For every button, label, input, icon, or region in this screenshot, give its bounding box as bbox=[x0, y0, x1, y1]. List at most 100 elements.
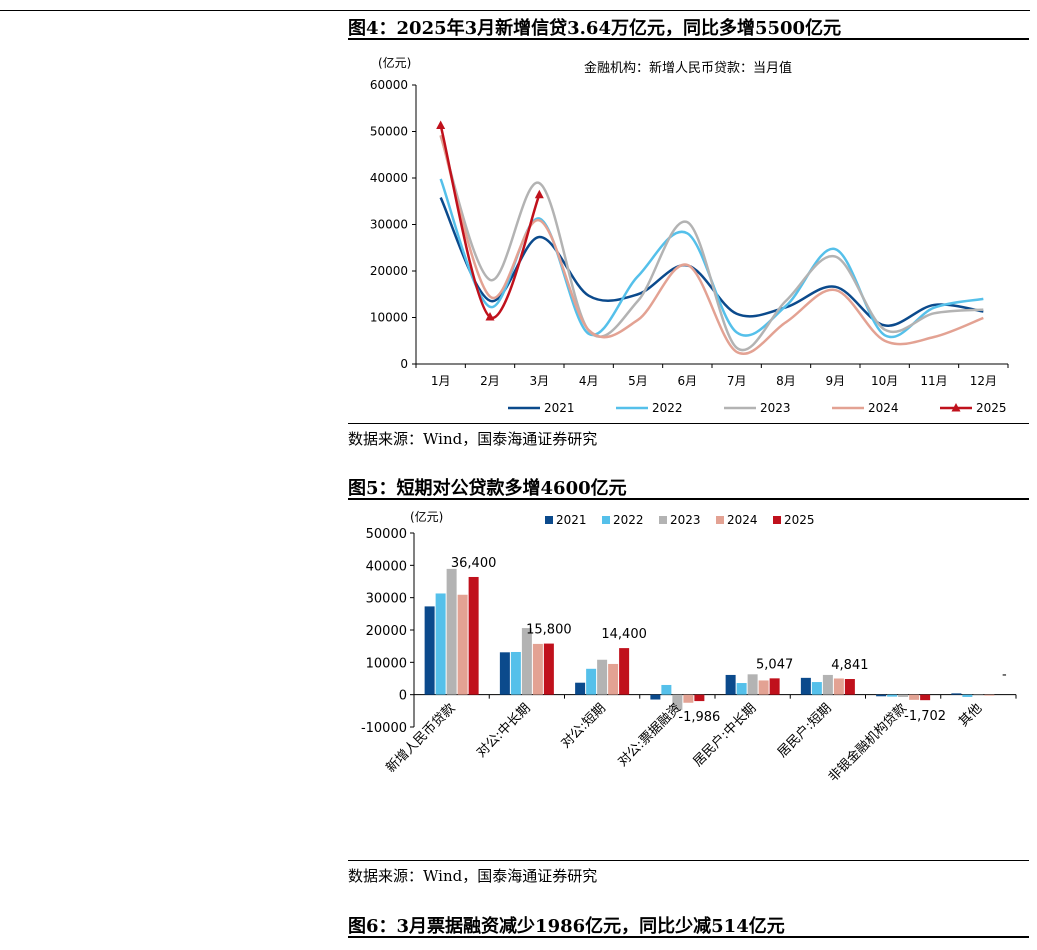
y-tick-label: 40000 bbox=[370, 171, 408, 185]
bar-2023 bbox=[973, 694, 984, 696]
data-point-marker bbox=[485, 312, 495, 321]
data-label: 4,841 bbox=[831, 658, 868, 673]
bar-2021 bbox=[424, 606, 435, 695]
figure-4-title-rule bbox=[348, 38, 1029, 40]
y-tick-label: 10000 bbox=[370, 311, 408, 325]
x-tick-label: 4月 bbox=[579, 374, 599, 388]
x-tick-label: 10月 bbox=[871, 374, 898, 388]
bar-2025 bbox=[694, 694, 705, 702]
x-tick-label: 对公:短期 bbox=[558, 701, 608, 751]
legend-label-2023: 2023 bbox=[670, 513, 701, 527]
bar-2025 bbox=[769, 678, 780, 695]
x-tick-label: 8月 bbox=[776, 374, 796, 388]
legend-swatch-2021 bbox=[545, 516, 553, 524]
x-tick-label: 3月 bbox=[530, 374, 550, 388]
y-tick-label: 50000 bbox=[366, 527, 407, 542]
bar-2022 bbox=[811, 682, 822, 695]
y-tick-label: 10000 bbox=[366, 656, 407, 671]
bar-2021 bbox=[876, 694, 887, 697]
line-chart: (亿元) 金融机构：新增人民币贷款：当月值 0 10000 20000 30000 4000… bbox=[370, 55, 1009, 415]
y-tick-label: 60000 bbox=[370, 78, 408, 92]
data-label: -1,986 bbox=[678, 710, 720, 725]
x-tick-label: 7月 bbox=[727, 374, 747, 388]
figure-4-title: 图4：2025年3月新增信贷3.64万亿元，同比多增5500亿元 bbox=[348, 18, 842, 39]
bar-2024 bbox=[833, 678, 844, 695]
legend-marker bbox=[951, 403, 961, 412]
figure-5-title: 图5：短期对公贷款多增4600亿元 bbox=[348, 478, 627, 499]
bar-2025 bbox=[844, 679, 855, 695]
bar-2025 bbox=[619, 648, 630, 695]
y-unit-label: (亿元) bbox=[378, 55, 411, 70]
legend-swatch-2023 bbox=[659, 516, 667, 524]
x-tick-label: 对公:票据融资 bbox=[615, 701, 684, 770]
bar-2024 bbox=[457, 594, 468, 695]
legend-label-2024: 2024 bbox=[727, 513, 758, 527]
legend-label-2021: 2021 bbox=[556, 513, 587, 527]
bar-2023 bbox=[672, 694, 683, 710]
bar-2021 bbox=[800, 677, 811, 695]
x-tick-label: 11月 bbox=[920, 374, 947, 388]
bar-2021 bbox=[650, 694, 661, 700]
x-tick-label: 6月 bbox=[678, 374, 698, 388]
y-tick-label: 0 bbox=[400, 357, 408, 371]
bar-2023 bbox=[898, 694, 909, 697]
bar-2022 bbox=[736, 683, 747, 695]
series-line-2023 bbox=[439, 135, 984, 352]
y-tick-label: 20000 bbox=[366, 624, 407, 639]
data-label: 36,400 bbox=[451, 556, 497, 571]
bar-2023 bbox=[822, 674, 833, 695]
bar-2022 bbox=[661, 684, 672, 695]
x-tick-label: 其他 bbox=[956, 701, 985, 730]
data-label: 14,400 bbox=[601, 627, 647, 642]
data-point-marker bbox=[534, 189, 544, 199]
bar-2022 bbox=[586, 668, 597, 695]
bar-2021 bbox=[951, 693, 962, 695]
bar-2024 bbox=[683, 694, 694, 703]
figure-4-bottom-rule bbox=[348, 423, 1029, 424]
series-line-2024 bbox=[439, 134, 984, 355]
chart-title: 金融机构：新增人民币贷款：当月值 bbox=[584, 60, 792, 76]
data-point-marker bbox=[436, 120, 446, 129]
legend-swatch-2024 bbox=[716, 516, 724, 524]
figure-6-title: 图6：3月票据融资减少1986亿元，同比少减514亿元 bbox=[348, 916, 785, 937]
bar-2024 bbox=[758, 680, 769, 695]
bar-2022 bbox=[962, 694, 973, 697]
data-label: 15,800 bbox=[526, 623, 572, 638]
x-tick-label: 9月 bbox=[826, 374, 846, 388]
legend-swatch-2022 bbox=[602, 516, 610, 524]
x-tick-label: 1月 bbox=[431, 374, 451, 388]
data-label: 5,047 bbox=[756, 657, 793, 672]
bar-2021 bbox=[725, 674, 736, 695]
bar-chart: (亿元) -10000 0 10000 20000 30000 40000 50000 新增人民… bbox=[361, 509, 1017, 785]
bar-2024 bbox=[532, 643, 543, 695]
bar-2022 bbox=[510, 651, 521, 695]
y-tick-label: 30000 bbox=[370, 218, 408, 232]
x-tick-label: 2月 bbox=[480, 374, 500, 388]
y-tick-label: 40000 bbox=[366, 559, 407, 574]
top-rule bbox=[0, 10, 1030, 11]
figure-5-source: 数据来源：Wind，国泰海通证券研究 bbox=[348, 867, 598, 885]
legend-label-2022: 2022 bbox=[652, 401, 683, 415]
legend-label-2024: 2024 bbox=[868, 401, 899, 415]
data-label: - bbox=[1002, 668, 1007, 683]
legend-label-2022: 2022 bbox=[613, 513, 644, 527]
y-tick-label: -10000 bbox=[361, 721, 407, 736]
x-tick-label: 新增人民币贷款 bbox=[383, 700, 459, 776]
legend-swatch-2025 bbox=[773, 516, 781, 524]
bar-2025 bbox=[543, 643, 554, 695]
bar-2022 bbox=[887, 694, 898, 697]
data-label: -1,702 bbox=[904, 709, 946, 724]
figure-5-title-rule bbox=[348, 498, 1029, 500]
legend-label-2025: 2025 bbox=[976, 401, 1007, 415]
figure-4-source: 数据来源：Wind，国泰海通证券研究 bbox=[348, 430, 598, 448]
y-unit-label: (亿元) bbox=[410, 509, 443, 524]
series-line-2025 bbox=[439, 125, 541, 319]
x-tick-label: 非银金融机构贷款 bbox=[825, 700, 910, 785]
x-tick-label: 对公:中长期 bbox=[474, 701, 534, 761]
bar-2021 bbox=[575, 682, 586, 695]
bar-2023 bbox=[521, 628, 532, 695]
x-tick-label: 12月 bbox=[970, 374, 997, 388]
x-tick-label: 居民户:短期 bbox=[774, 700, 834, 760]
y-tick-label: 0 bbox=[399, 689, 407, 704]
legend-label-2021: 2021 bbox=[544, 401, 575, 415]
